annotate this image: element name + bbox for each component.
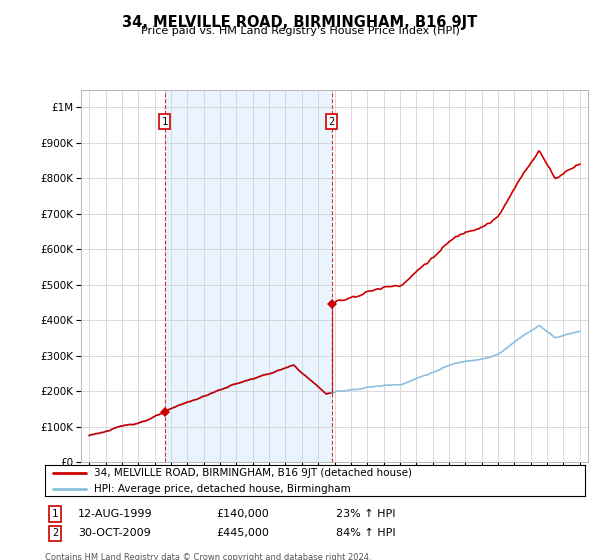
Text: 1: 1 (161, 116, 168, 127)
Text: Contains HM Land Registry data © Crown copyright and database right 2024.
This d: Contains HM Land Registry data © Crown c… (45, 553, 371, 560)
Text: 84% ↑ HPI: 84% ↑ HPI (336, 528, 395, 538)
Text: 2: 2 (329, 116, 335, 127)
Bar (165, 90, 332, 462)
Text: Price paid vs. HM Land Registry's House Price Index (HPI): Price paid vs. HM Land Registry's House … (140, 26, 460, 36)
Text: 34, MELVILLE ROAD, BIRMINGHAM, B16 9JT: 34, MELVILLE ROAD, BIRMINGHAM, B16 9JT (122, 15, 478, 30)
Text: £445,000: £445,000 (216, 528, 269, 538)
Text: 2: 2 (52, 528, 58, 538)
Text: 34, MELVILLE ROAD, BIRMINGHAM, B16 9JT (detached house): 34, MELVILLE ROAD, BIRMINGHAM, B16 9JT (… (94, 468, 412, 478)
Text: 1: 1 (52, 509, 58, 519)
Text: £140,000: £140,000 (216, 509, 269, 519)
Text: HPI: Average price, detached house, Birmingham: HPI: Average price, detached house, Birm… (94, 484, 350, 494)
Text: 30-OCT-2009: 30-OCT-2009 (78, 528, 151, 538)
Text: 12-AUG-1999: 12-AUG-1999 (78, 509, 152, 519)
Text: 23% ↑ HPI: 23% ↑ HPI (336, 509, 395, 519)
